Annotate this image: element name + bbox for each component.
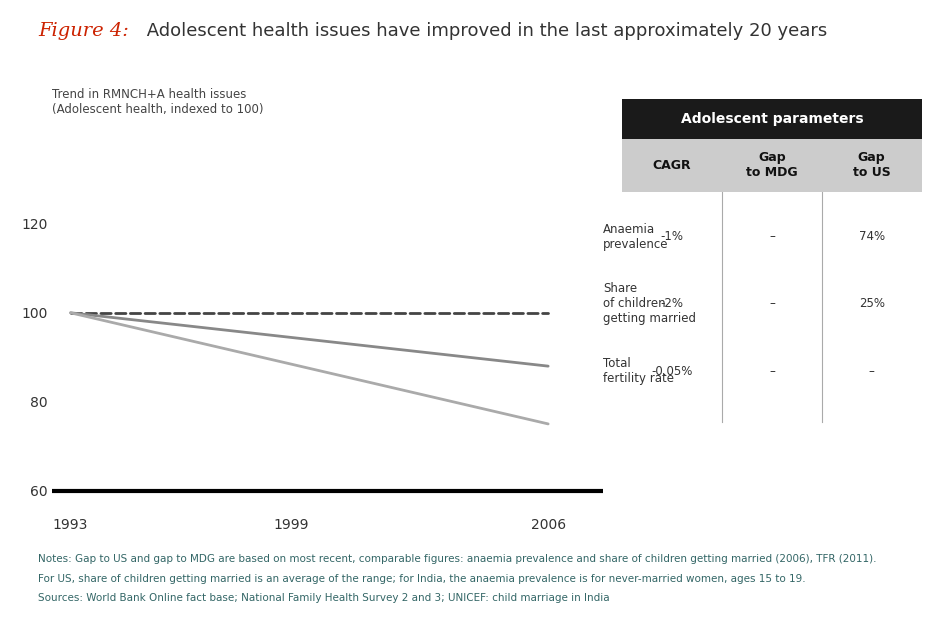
Text: Adolescent parameters: Adolescent parameters	[680, 112, 864, 126]
Text: Total
fertility rate: Total fertility rate	[603, 357, 674, 385]
Text: For US, share of children getting married is an average of the range; for India,: For US, share of children getting marrie…	[38, 574, 806, 584]
Text: Adolescent health issues have improved in the last approximately 20 years: Adolescent health issues have improved i…	[141, 22, 826, 40]
Text: Anaemia
prevalence: Anaemia prevalence	[603, 222, 669, 251]
Text: 25%: 25%	[859, 297, 884, 310]
Text: Figure 4:: Figure 4:	[38, 22, 129, 40]
Text: -0.05%: -0.05%	[652, 365, 693, 378]
Text: Gap
to MDG: Gap to MDG	[746, 151, 798, 179]
Text: –: –	[769, 297, 775, 310]
Text: -1%: -1%	[660, 230, 684, 243]
Text: (Adolescent health, indexed to 100): (Adolescent health, indexed to 100)	[52, 103, 264, 115]
Text: Trend in RMNCH+A health issues: Trend in RMNCH+A health issues	[52, 88, 247, 101]
Text: –: –	[769, 230, 775, 243]
Text: 74%: 74%	[859, 230, 884, 243]
Text: Share
of children
getting married: Share of children getting married	[603, 282, 696, 326]
Text: Gap
to US: Gap to US	[853, 151, 890, 179]
Text: CAGR: CAGR	[653, 159, 692, 172]
Text: Sources: World Bank Online fact base; National Family Health Survey 2 and 3; UNI: Sources: World Bank Online fact base; Na…	[38, 593, 610, 603]
Text: –: –	[769, 365, 775, 378]
Text: –: –	[868, 365, 875, 378]
Text: -2%: -2%	[660, 297, 684, 310]
Text: Notes: Gap to US and gap to MDG are based on most recent, comparable figures: an: Notes: Gap to US and gap to MDG are base…	[38, 554, 877, 565]
